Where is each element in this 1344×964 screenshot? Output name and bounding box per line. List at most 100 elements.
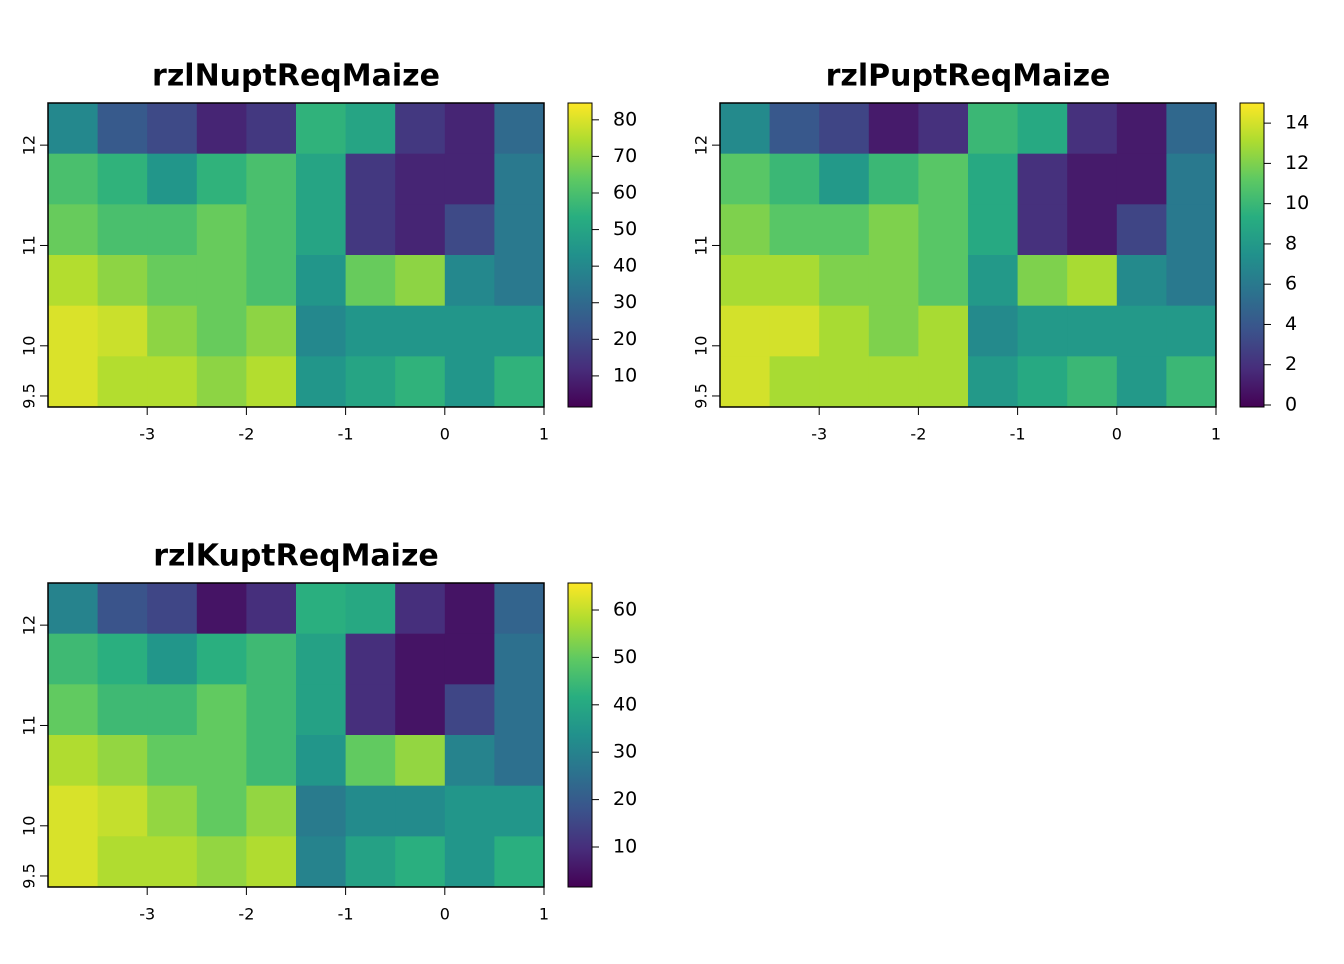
raster-cell: [819, 204, 870, 256]
raster-cell: [345, 305, 396, 357]
raster-cell: [918, 103, 969, 155]
raster-cell: [494, 583, 545, 635]
color-bar: [567, 582, 593, 888]
raster-cell: [395, 305, 446, 357]
raster-cell: [868, 204, 919, 256]
raster-cell: [769, 255, 820, 307]
raster-cell: [97, 633, 148, 685]
raster-cell: [48, 103, 99, 155]
raster-cell: [97, 356, 148, 408]
raster-cell: [720, 153, 771, 205]
raster-cell: [147, 255, 198, 307]
color-tick-label: 14: [1285, 112, 1309, 134]
x-tick-label: -3: [811, 425, 827, 444]
raster-cell: [147, 684, 198, 736]
raster-cell: [345, 255, 396, 307]
color-tick-label: 50: [613, 218, 637, 240]
raster-cell: [444, 633, 495, 685]
raster-cell: [345, 785, 396, 837]
color-tick-label: 10: [613, 364, 637, 386]
raster-cell: [819, 255, 870, 307]
raster-cell: [296, 684, 347, 736]
x-tick-label: -3: [139, 905, 155, 924]
raster-cell: [1116, 103, 1167, 155]
raster-cell: [494, 684, 545, 736]
color-tick-label: 20: [613, 328, 637, 350]
raster-cell: [395, 153, 446, 205]
plot-frame: [47, 582, 545, 888]
raster-cell: [48, 684, 99, 736]
plot-frame: [719, 102, 1217, 408]
raster-cell: [345, 836, 396, 888]
raster-cell: [1017, 255, 1068, 307]
raster-cell: [48, 356, 99, 408]
raster-cell: [395, 356, 446, 408]
raster-cell: [1116, 255, 1167, 307]
color-tick-label: 30: [613, 291, 637, 313]
y-tick-label: 9.5: [20, 863, 39, 888]
color-bar: [567, 102, 593, 408]
raster-cell: [1017, 103, 1068, 155]
color-tick-label: 40: [613, 255, 637, 277]
raster-cell: [1166, 204, 1217, 256]
raster-cell: [97, 204, 148, 256]
color-tick-label: 50: [613, 646, 637, 668]
y-tick-label: 9.5: [692, 383, 711, 408]
raster-cell: [918, 204, 969, 256]
raster-cell: [1166, 153, 1217, 205]
raster-cell: [196, 785, 247, 837]
raster-cell: [1067, 103, 1118, 155]
color-bar: [1239, 102, 1265, 408]
raster-cell: [48, 785, 99, 837]
x-tick-label: 0: [440, 425, 450, 444]
raster-cell: [819, 103, 870, 155]
x-tick-label: -3: [139, 425, 155, 444]
x-tick-label: 0: [440, 905, 450, 924]
x-tick-label: -2: [238, 905, 254, 924]
raster-cell: [494, 204, 545, 256]
raster-cell: [48, 255, 99, 307]
raster-cell: [1116, 204, 1167, 256]
raster-cell: [918, 356, 969, 408]
raster-cell: [147, 836, 198, 888]
raster-cell: [868, 305, 919, 357]
y-tick-label: 10: [20, 816, 39, 836]
panel-title: rzlNuptReqMaize: [152, 59, 440, 94]
y-tick-label: 11: [692, 235, 711, 255]
raster-cell: [296, 836, 347, 888]
raster-cell: [97, 583, 148, 635]
raster-cell: [444, 684, 495, 736]
raster-cell: [968, 153, 1019, 205]
raster-cell: [1166, 356, 1217, 408]
raster-cell: [769, 103, 820, 155]
raster-cell: [494, 153, 545, 205]
color-tick-label: 60: [613, 181, 637, 203]
raster-cell: [48, 305, 99, 357]
color-tick-label: 8: [1285, 232, 1297, 254]
raster-cell: [494, 633, 545, 685]
x-tick-label: -1: [1010, 425, 1026, 444]
raster-cell: [345, 684, 396, 736]
raster-cell: [494, 785, 545, 837]
raster-cell: [48, 204, 99, 256]
raster-cell: [1017, 204, 1068, 256]
map-panel: rzlPuptReqMaize -3 -2 -1 0 1 9.5 10 11 12 0 2 4 6 8 10 1…: [692, 59, 1310, 444]
raster-cell: [395, 684, 446, 736]
raster-cell: [720, 204, 771, 256]
raster-cell: [196, 735, 247, 787]
raster-cell: [48, 633, 99, 685]
raster-cell: [246, 356, 297, 408]
y-tick-label: 12: [692, 135, 711, 155]
raster-cell: [1067, 255, 1118, 307]
raster-cell: [345, 633, 396, 685]
raster-cell: [769, 356, 820, 408]
raster-cell: [296, 204, 347, 256]
y-tick-label: 11: [20, 715, 39, 735]
raster-cell: [296, 583, 347, 635]
raster-cell: [246, 785, 297, 837]
raster-cell: [147, 785, 198, 837]
color-tick-label: 40: [613, 693, 637, 715]
raster-cell: [444, 735, 495, 787]
raster-cell: [246, 103, 297, 155]
raster-cell: [1017, 305, 1068, 357]
